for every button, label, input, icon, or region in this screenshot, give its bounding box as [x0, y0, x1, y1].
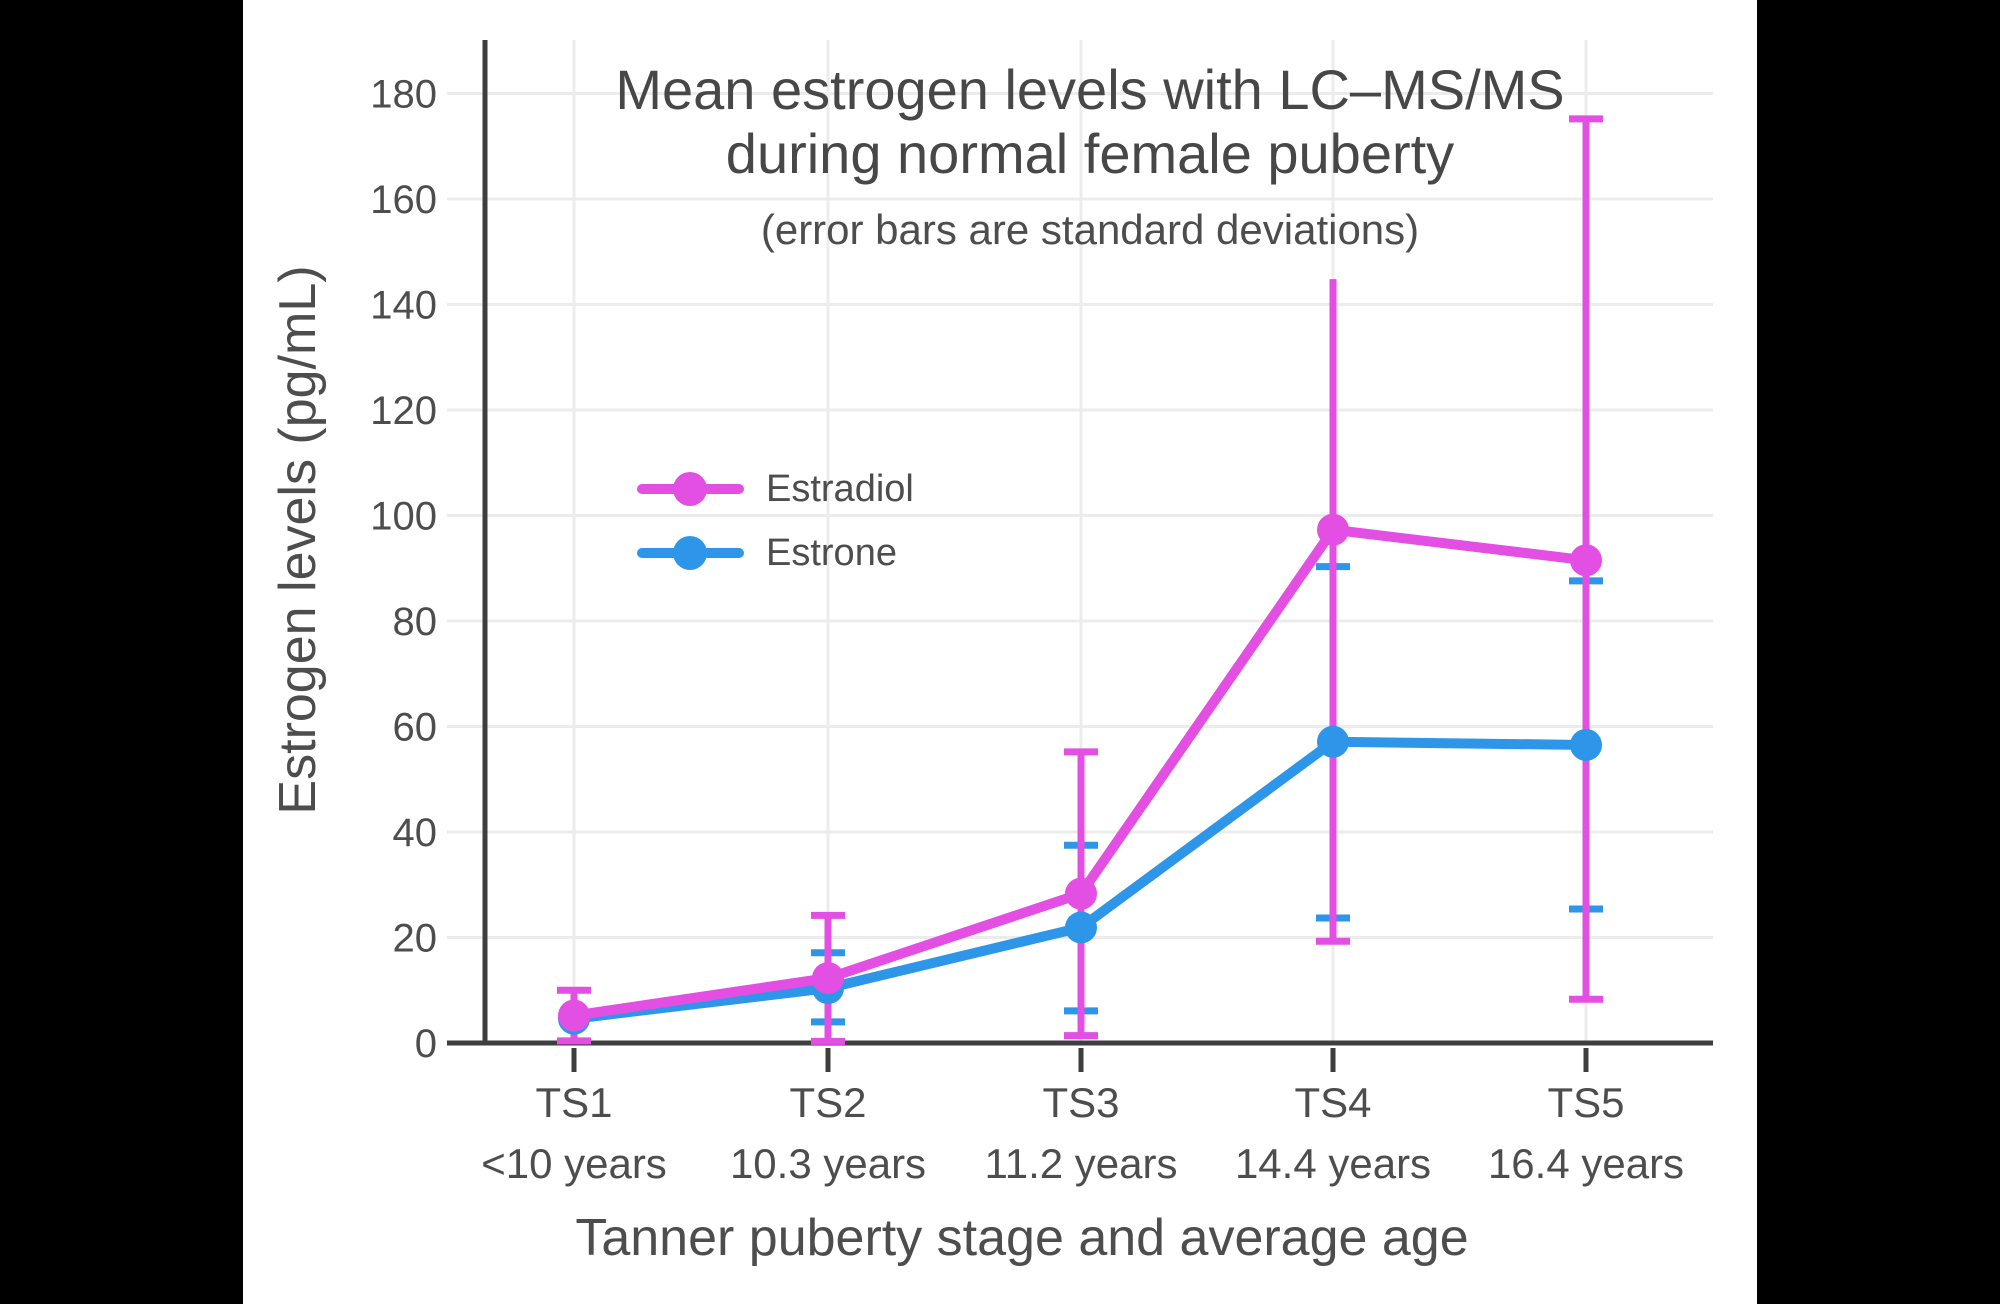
- pillarbox-right: [1757, 0, 2000, 1304]
- x-axis-title: Tanner puberty stage and average age: [575, 1209, 1469, 1267]
- x-category-sublabel: 14.4 years: [1235, 1140, 1431, 1187]
- x-category-sublabel: 11.2 years: [985, 1140, 1178, 1187]
- data-point-estradiol-ts3: [1065, 877, 1097, 910]
- y-tick-label: 20: [393, 917, 438, 961]
- data-point-estradiol-ts5: [1570, 544, 1602, 577]
- y-tick-label: 80: [393, 600, 438, 644]
- data-point-estradiol-ts2: [812, 962, 844, 995]
- y-tick-label: 140: [370, 284, 437, 328]
- data-point-estradiol-ts4: [1317, 513, 1349, 546]
- y-tick-label: 0: [415, 1022, 437, 1066]
- data-point-estrone-ts5: [1570, 728, 1602, 761]
- estrone-line-marker-icon: [637, 536, 744, 570]
- estradiol-line-marker-icon: [637, 472, 744, 506]
- y-tick-label: 120: [370, 389, 437, 433]
- x-category-sublabel: 16.4 years: [1488, 1140, 1684, 1187]
- legend: Estradiol Estrone: [637, 468, 914, 600]
- chart-title-line2: during normal female puberty: [725, 122, 1455, 185]
- y-tick-label: 180: [370, 73, 437, 117]
- chart-subtitle: (error bars are standard deviations): [760, 206, 1420, 253]
- data-point-estradiol-ts1: [558, 999, 590, 1032]
- y-axis-title: Estrogen levels (pg/mL): [269, 265, 327, 815]
- x-category-label: TS4: [1294, 1079, 1371, 1126]
- data-point-estrone-ts4: [1317, 725, 1349, 758]
- data-point-estrone-ts3: [1065, 911, 1097, 944]
- legend-item-estradiol: Estradiol: [637, 468, 914, 510]
- x-category-label: TS3: [1042, 1079, 1119, 1126]
- x-category-sublabel: <10 years: [481, 1140, 667, 1187]
- y-tick-label: 100: [370, 495, 437, 539]
- pillarbox-left: [0, 0, 243, 1304]
- legend-item-estrone: Estrone: [637, 532, 914, 574]
- x-category-label: TS2: [789, 1079, 866, 1126]
- chart-title: Mean estrogen levels with LC–MS/MS durin…: [390, 58, 1790, 186]
- y-tick-label: 60: [393, 706, 438, 750]
- chart-title-line1: Mean estrogen levels with LC–MS/MS: [615, 58, 1565, 121]
- y-tick-label: 160: [370, 178, 437, 222]
- legend-label-estrone: Estrone: [766, 531, 897, 574]
- x-category-label: TS1: [535, 1079, 612, 1126]
- x-category-sublabel: 10.3 years: [730, 1140, 926, 1187]
- x-category-label: TS5: [1547, 1079, 1624, 1126]
- y-tick-label: 40: [393, 811, 438, 855]
- legend-label-estradiol: Estradiol: [766, 467, 914, 510]
